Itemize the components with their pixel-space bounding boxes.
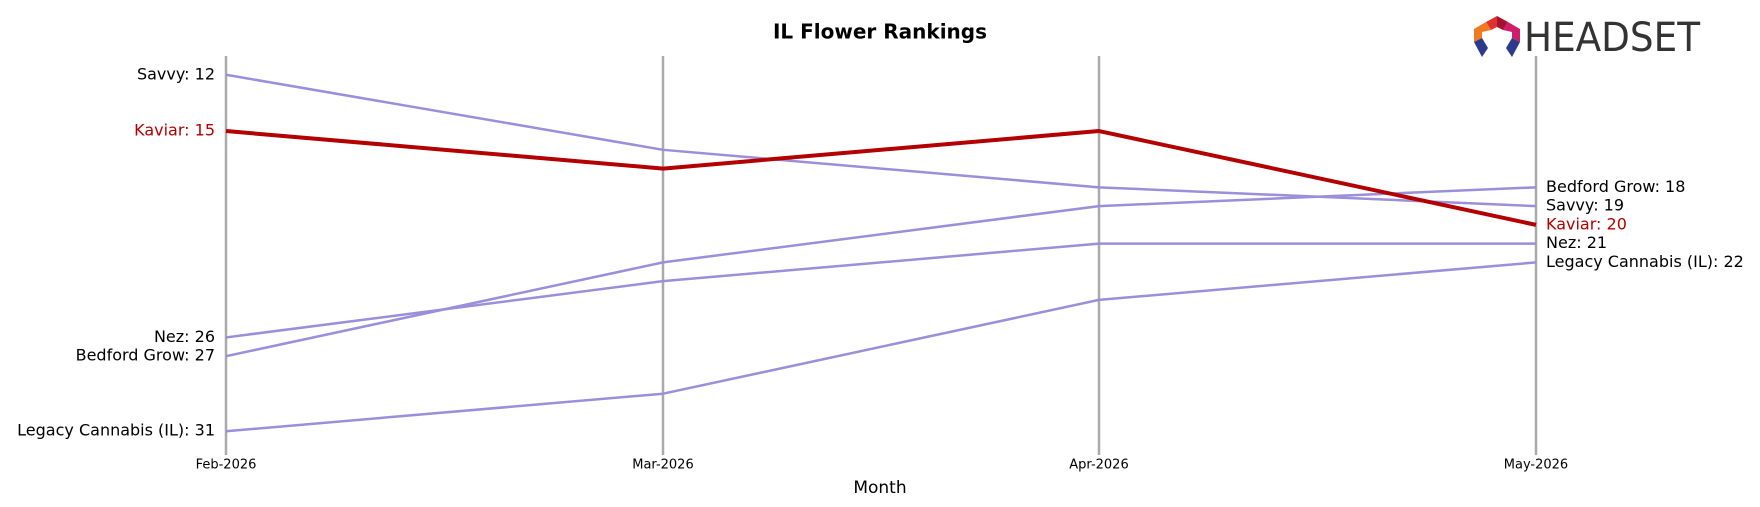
logo-text: HEADSET [1524, 15, 1701, 61]
data-label: Bedford Grow: 27 [76, 346, 215, 365]
data-label: Nez: 21 [1546, 233, 1607, 252]
logo-shape [1474, 38, 1488, 57]
series-line [225, 261, 1537, 433]
data-label: Bedford Grow: 18 [1546, 177, 1685, 196]
logo: HEADSET [1474, 15, 1701, 61]
x-tick-label: Apr-2026 [1069, 458, 1128, 473]
x-tick-label: Feb-2026 [196, 458, 257, 473]
logo-shape [1497, 16, 1508, 30]
logo-shape [1503, 22, 1520, 42]
data-label: Legacy Cannabis (IL): 22 [1546, 252, 1744, 271]
data-label: Kaviar: 15 [134, 121, 215, 140]
data-label: Kaviar: 20 [1546, 214, 1627, 233]
data-label: Nez: 26 [154, 327, 215, 346]
logo-shape [1486, 16, 1497, 30]
series-line [225, 73, 1537, 208]
data-label: Legacy Cannabis (IL): 31 [17, 421, 215, 440]
x-tick-label: Mar-2026 [632, 458, 693, 473]
series-line [225, 186, 1537, 358]
x-tick-label: May-2026 [1504, 458, 1568, 473]
logo-shape [1506, 38, 1520, 57]
x-axis-title: Month [853, 478, 906, 498]
data-label: Savvy: 19 [1546, 196, 1624, 215]
series-line [225, 242, 1536, 339]
chart-title: IL Flower Rankings [773, 20, 987, 44]
data-label: Savvy: 12 [137, 64, 215, 83]
logo-shape [1474, 22, 1491, 42]
series-line [225, 129, 1537, 227]
